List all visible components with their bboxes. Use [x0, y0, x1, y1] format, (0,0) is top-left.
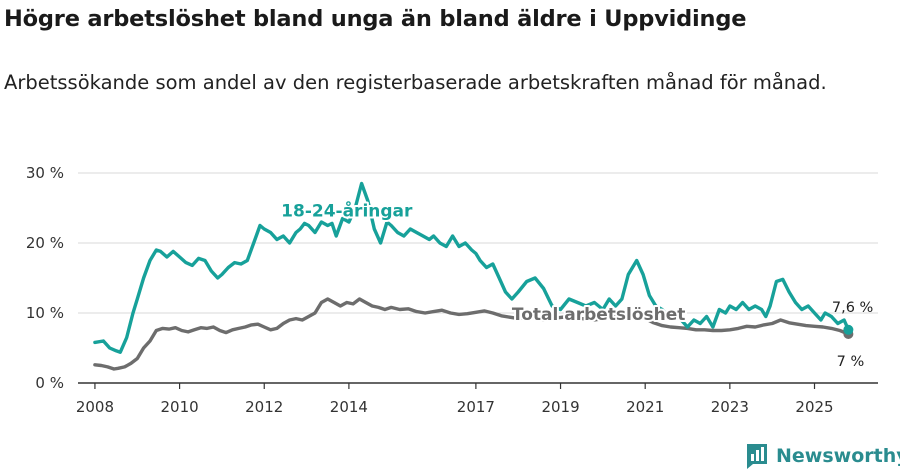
page-subtitle: Arbetssökande som andel av den registerb… [4, 71, 827, 94]
newsworthy-logo-icon [747, 444, 767, 469]
x-tick-label: 2008 [76, 398, 114, 416]
x-tick-label: 2023 [711, 398, 749, 416]
newsworthy-logo: Newsworthy [745, 442, 900, 470]
series-label-total: Total arbetslöshet [512, 305, 686, 325]
x-tick-label: 2012 [245, 398, 283, 416]
x-tick-label: 2021 [626, 398, 664, 416]
end-label-youth: 7,6 % [832, 300, 873, 316]
x-tick-label: 2014 [330, 398, 368, 416]
series-line-total [93, 297, 851, 371]
x-tick-label: 2010 [160, 398, 198, 416]
y-tick-label: 0 % [35, 374, 64, 392]
series-line-youth-end-point [843, 324, 854, 335]
y-tick-label: 10 % [26, 304, 64, 322]
end-label-total: 7 % [837, 354, 865, 370]
series-line-youth [93, 181, 851, 354]
y-tick-label: 30 % [26, 164, 64, 182]
page-title: Högre arbetslöshet bland unga än bland ä… [4, 6, 747, 32]
y-axis-labels: 0 % 10 % 20 % 30 % [26, 164, 64, 392]
x-tick-label: 2019 [541, 398, 579, 416]
grid-lines [78, 172, 878, 314]
series-labels: 18-24-åringar Total arbetslöshet 7,6 % 7 % [279, 197, 873, 370]
x-axis-ticks: 2008 2010 2012 2014 2017 2019 2021 2023 2025 [76, 383, 834, 416]
series-lines [93, 181, 854, 371]
series-label-youth: 18-24-åringar [281, 199, 413, 221]
newsworthy-logo-text: Newsworthy [776, 445, 900, 467]
x-tick-label: 2025 [795, 398, 833, 416]
x-tick-label: 2017 [457, 398, 495, 416]
y-tick-label: 20 % [26, 234, 64, 252]
